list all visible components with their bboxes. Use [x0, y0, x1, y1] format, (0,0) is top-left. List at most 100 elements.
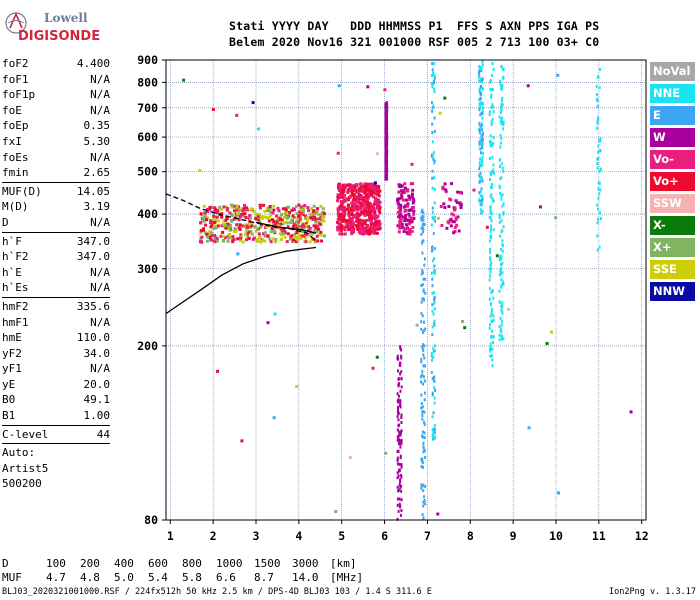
echo-point [502, 123, 505, 127]
echo-point [411, 197, 415, 201]
echo-point [420, 210, 423, 214]
echo-point [260, 216, 264, 220]
echo-point [366, 204, 370, 208]
echo-point [443, 96, 447, 100]
echo-point [431, 131, 434, 135]
echo-point [274, 238, 278, 242]
echo-point [398, 439, 401, 443]
echo-point [421, 345, 424, 349]
echo-point [489, 229, 492, 233]
echo-point [249, 229, 253, 233]
echo-point [431, 215, 434, 219]
echo-point [452, 231, 456, 235]
echo-point [422, 465, 425, 469]
echo-point [431, 291, 434, 295]
echo-point [368, 227, 372, 231]
echo-point [370, 192, 374, 196]
echo-point [284, 208, 288, 212]
echo-point [478, 70, 481, 74]
echo-point [258, 206, 262, 210]
echo-point [363, 182, 367, 186]
echo-point [256, 218, 260, 222]
echo-point [408, 196, 412, 200]
echo-point [423, 449, 426, 453]
muf-value: 4.7 [46, 571, 66, 584]
echo-point [401, 190, 405, 194]
echo-point [305, 223, 309, 227]
echo-point [209, 238, 213, 242]
echo-point [397, 190, 401, 194]
echo-point [336, 193, 340, 197]
echo-point [339, 229, 343, 233]
echo-point [362, 219, 366, 223]
echo-point [319, 233, 323, 237]
echo-point [433, 264, 436, 268]
echo-point [344, 183, 348, 187]
echo-point [370, 185, 374, 189]
echo-point [260, 223, 264, 227]
echo-point [481, 196, 484, 200]
echo-point [362, 203, 366, 207]
echo-point [597, 117, 600, 121]
echo-point [396, 224, 400, 228]
echo-point [431, 186, 434, 190]
echo-point [479, 172, 482, 176]
x-tick-label: 10 [549, 529, 563, 543]
echo-point [258, 225, 262, 229]
echo-point [480, 128, 483, 132]
echo-point [384, 451, 388, 455]
echo-point [367, 218, 371, 222]
echo-point [365, 218, 369, 222]
echo-point [421, 251, 424, 255]
echo-point [215, 236, 219, 240]
echo-point [489, 87, 492, 91]
echo-point [400, 421, 403, 425]
legend-item: SSW [650, 194, 695, 213]
echo-point [398, 437, 401, 441]
echo-point [375, 214, 379, 218]
echo-point [538, 205, 542, 209]
echo-point [342, 217, 346, 221]
echo-point [212, 239, 216, 243]
echo-point [316, 212, 320, 216]
echo-point [489, 210, 492, 214]
param-value: 14.05 [76, 184, 110, 198]
echo-point [479, 176, 482, 180]
echo-point [278, 232, 282, 236]
echo-point [220, 224, 224, 228]
echo-point [304, 214, 308, 218]
echo-point [263, 239, 267, 243]
echo-point [421, 314, 424, 318]
echo-point [292, 222, 296, 226]
echo-point [241, 214, 245, 218]
echo-point [356, 198, 360, 202]
legend-item: Vo+ [650, 172, 695, 191]
echo-point [397, 449, 400, 453]
echo-point [499, 269, 502, 273]
echo-point [210, 231, 214, 235]
echo-point [260, 215, 264, 219]
echo-point [500, 308, 503, 312]
echo-point [443, 182, 447, 186]
echo-point [277, 209, 281, 213]
echo-point [227, 236, 231, 240]
echo-point [399, 405, 402, 409]
echo-point [410, 220, 414, 224]
echo-point [320, 211, 324, 215]
echo-point [460, 319, 464, 323]
echo-point [400, 441, 403, 445]
echo-point [433, 187, 436, 191]
echo-point [320, 239, 324, 243]
echo-point [498, 256, 501, 260]
echo-point [265, 207, 269, 211]
echo-point [399, 478, 402, 482]
echo-point [490, 236, 493, 240]
echo-point [598, 245, 601, 249]
echo-point [596, 121, 599, 125]
legend-item: NNE [650, 84, 695, 103]
echo-point [203, 213, 207, 217]
echo-point [238, 236, 242, 240]
legend-item: E [650, 106, 695, 125]
echo-point [422, 442, 425, 446]
echo-point [337, 214, 341, 218]
